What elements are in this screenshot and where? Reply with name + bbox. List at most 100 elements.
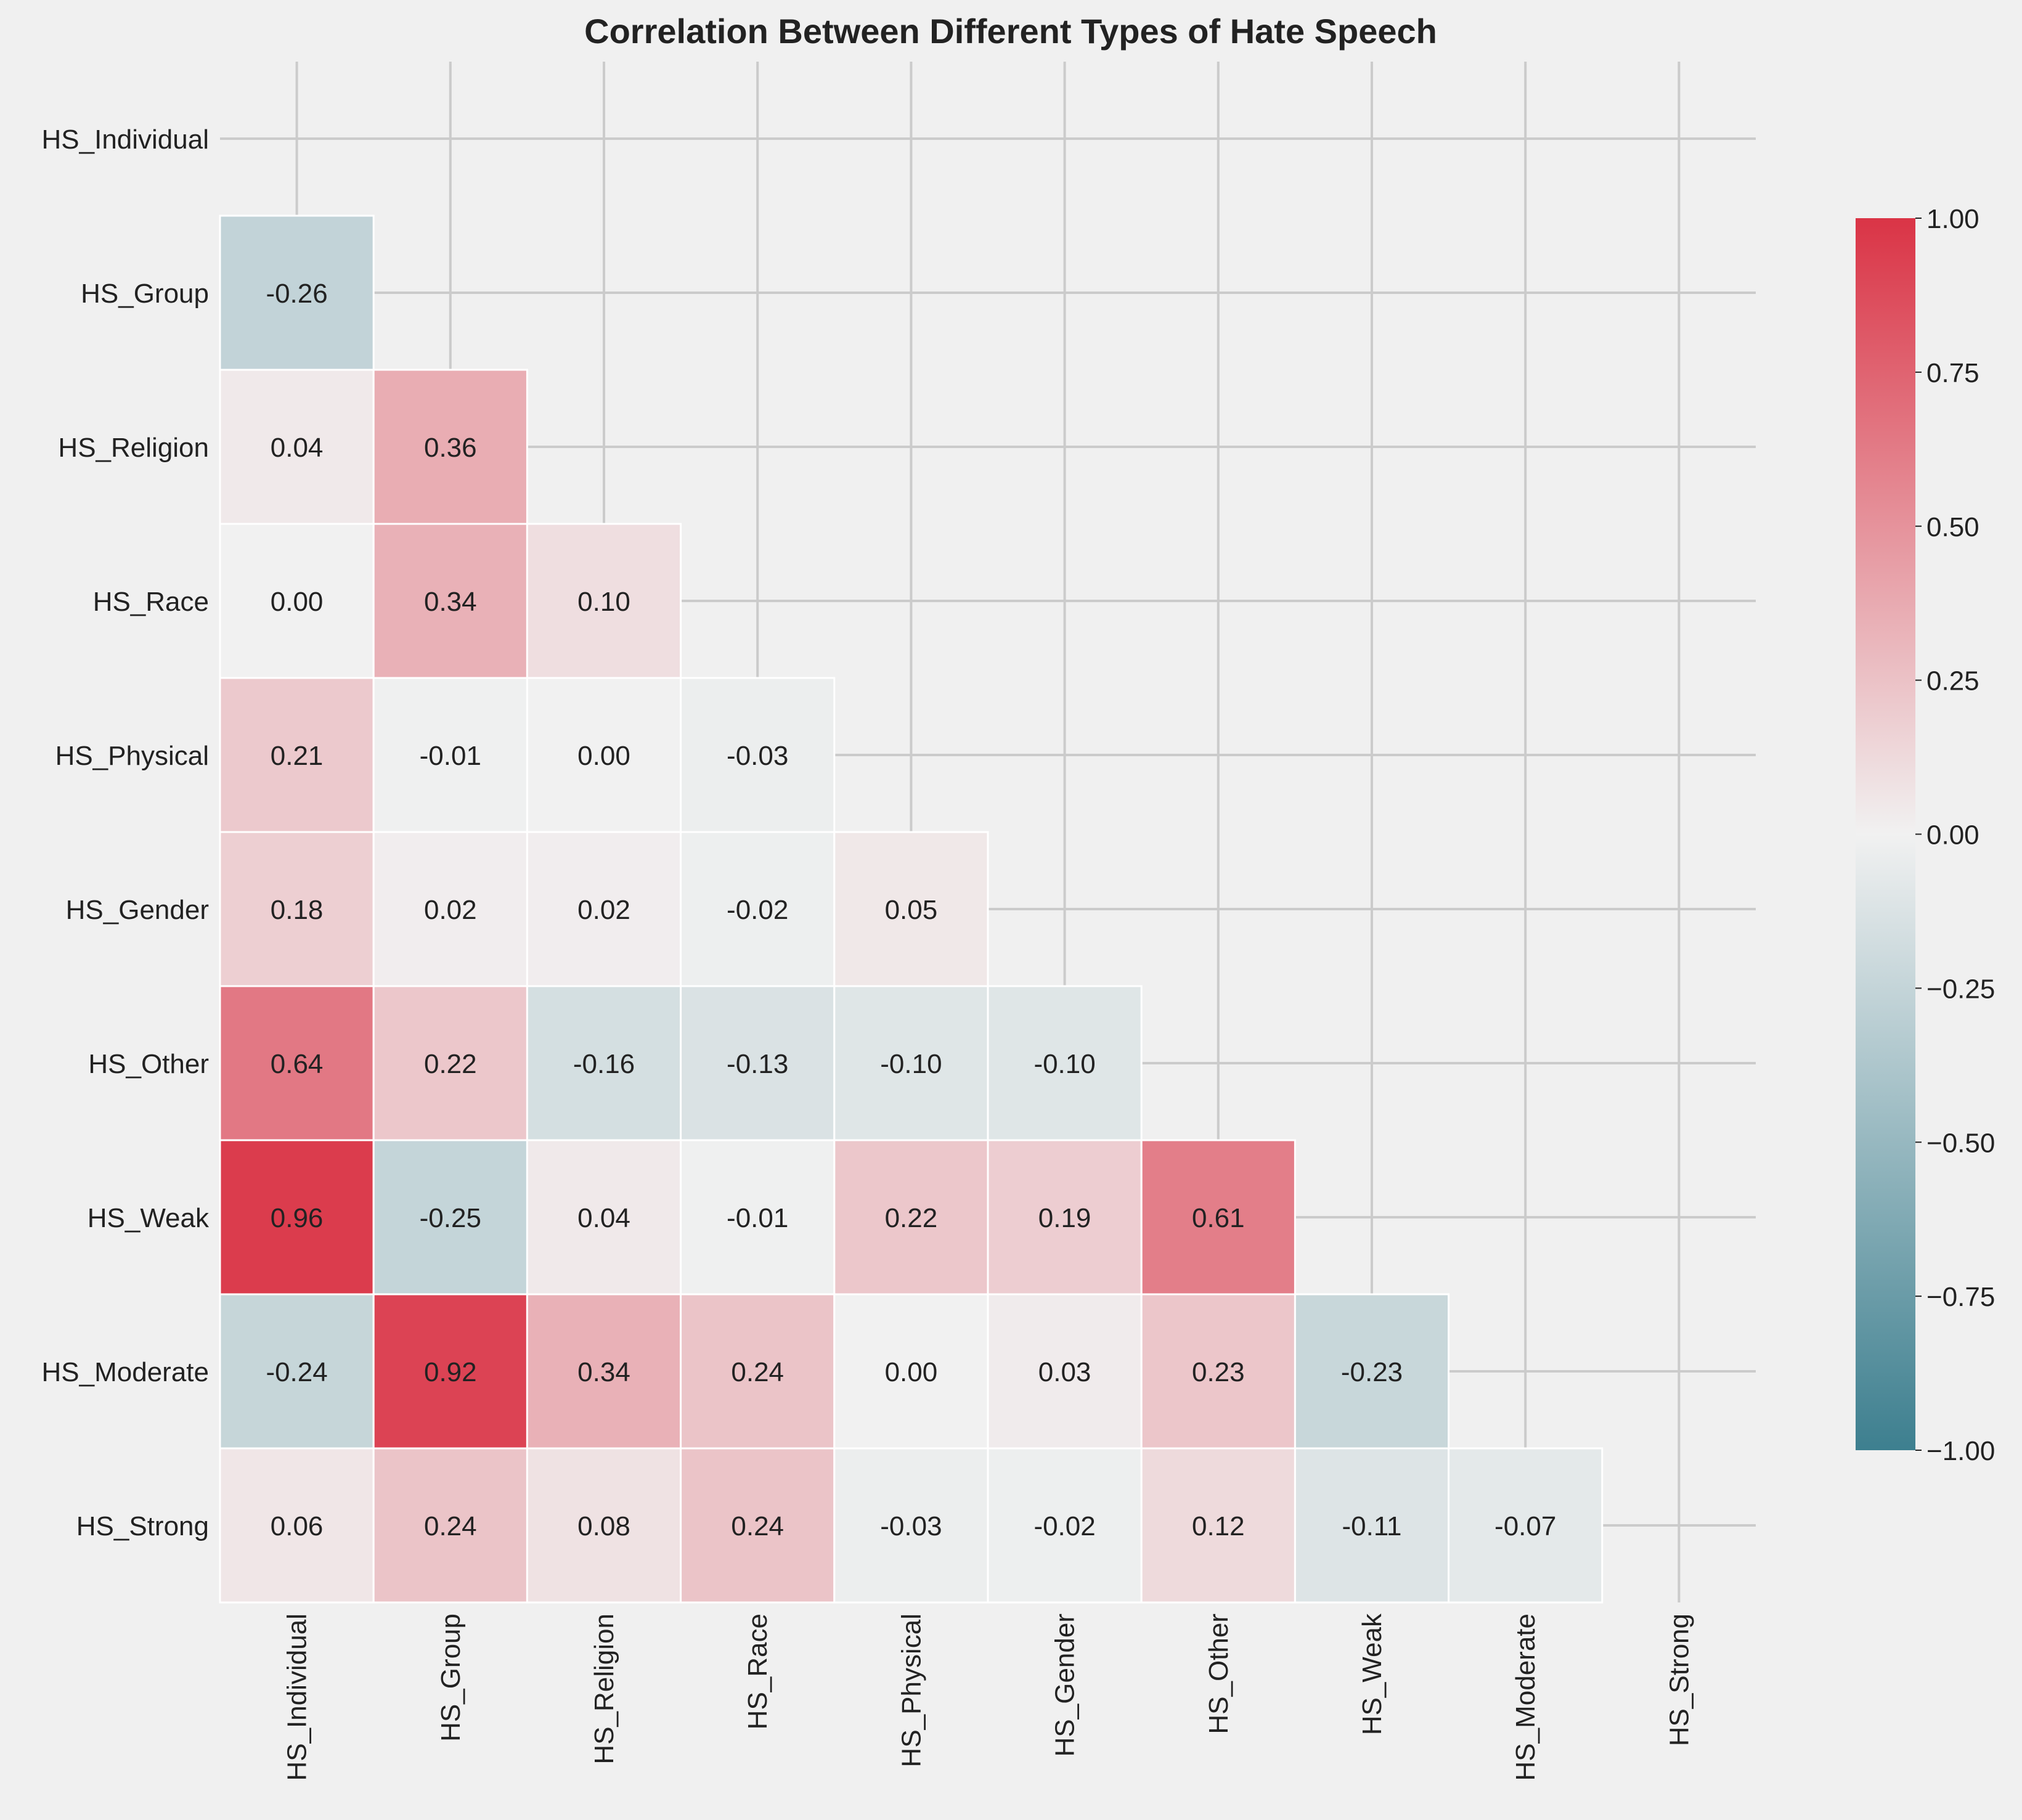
- y-tick-label-hs-gender: HS_Gender: [66, 895, 209, 925]
- colorbar-tick-label: 0.00: [1926, 820, 1979, 851]
- x-tick-labels: HS_Individual HS_Group HS_Religion HS_Race H…: [282, 1613, 1695, 1781]
- heatmap-cell: [526, 1447, 682, 1604]
- colorbar-tick-label: 0.25: [1926, 666, 1979, 696]
- cell-annotation: -0.01: [727, 1203, 788, 1233]
- cell-annotation: 0.05: [885, 895, 938, 925]
- cell-annotation: 0.24: [731, 1511, 784, 1541]
- cell-annotation: -0.03: [880, 1511, 942, 1541]
- heatmap-cell: [987, 1293, 1143, 1450]
- heatmap-cell: [526, 1293, 682, 1450]
- heatmap-cell: [219, 985, 375, 1141]
- cell-annotation: -0.01: [420, 741, 481, 771]
- x-tick-label-hs-religion: HS_Religion: [589, 1614, 619, 1765]
- x-tick-label-hs-gender: HS_Gender: [1050, 1614, 1080, 1757]
- cell-annotation: -0.07: [1494, 1511, 1556, 1541]
- cell-annotation: 0.04: [577, 1203, 630, 1233]
- heatmap-cell: [219, 523, 375, 679]
- cell-annotation: -0.03: [727, 741, 788, 771]
- cell-annotation: 0.36: [424, 433, 477, 463]
- y-tick-label-hs-weak: HS_Weak: [88, 1203, 210, 1233]
- x-tick-label-hs-strong: HS_Strong: [1664, 1614, 1694, 1746]
- cell-annotation: 0.24: [424, 1511, 477, 1541]
- heatmap-cell: [372, 523, 528, 679]
- heatmap-cells: -0.26 0.04 0.36 0.00 0.34 0.10 0.21 -0.01 0.00 -0…: [219, 214, 1604, 1604]
- x-tick-label-hs-weak: HS_Weak: [1357, 1613, 1387, 1735]
- colorbar-tick-label: 0.50: [1926, 512, 1979, 542]
- x-tick-label-hs-group: HS_Group: [436, 1614, 466, 1742]
- heatmap-cell: [219, 831, 375, 987]
- chart-title: Correlation Between Different Types of H…: [584, 12, 1437, 51]
- heatmap-cell: [526, 677, 682, 833]
- cell-annotation: -0.23: [1341, 1357, 1403, 1387]
- y-tick-labels: HS_Individual HS_Group HS_Religion HS_Race H…: [42, 124, 210, 1541]
- colorbar-tick-label: −0.75: [1926, 1282, 1995, 1312]
- x-tick-label-hs-physical: HS_Physical: [896, 1614, 926, 1767]
- x-tick-label-hs-other: HS_Other: [1204, 1614, 1234, 1734]
- cell-annotation: 0.22: [424, 1049, 477, 1079]
- cell-annotation: -0.02: [727, 895, 788, 925]
- cell-annotation: -0.25: [420, 1203, 481, 1233]
- cell-annotation: 0.03: [1038, 1357, 1091, 1387]
- heatmap-cell: [526, 985, 682, 1141]
- colorbar-tick-label: −0.25: [1926, 974, 1995, 1004]
- heatmap-cell: [833, 1447, 989, 1604]
- cell-annotation: -0.10: [880, 1049, 942, 1079]
- heatmap-cell: [372, 677, 528, 833]
- y-tick-label-hs-individual: HS_Individual: [42, 124, 210, 155]
- heatmap-cell: [372, 1293, 528, 1450]
- x-tick-label-hs-moderate: HS_Moderate: [1510, 1614, 1541, 1781]
- heatmap-cell: [219, 214, 375, 371]
- cell-annotation: 0.24: [731, 1357, 784, 1387]
- cell-annotation: 0.22: [885, 1203, 938, 1233]
- heatmap-cell: [987, 1447, 1143, 1604]
- cell-annotation: 0.61: [1192, 1203, 1245, 1233]
- heatmap-cell: [1448, 1447, 1604, 1604]
- heatmap-cell: [219, 1293, 375, 1450]
- heatmap-cell: [680, 677, 836, 833]
- y-tick-label-hs-group: HS_Group: [81, 279, 209, 309]
- heatmap-cell: [680, 985, 836, 1141]
- heatmap-cell: [680, 1293, 836, 1450]
- y-tick-label-hs-physical: HS_Physical: [55, 741, 209, 771]
- heatmap-cell: [1140, 1447, 1296, 1604]
- cell-annotation: 0.34: [424, 587, 477, 617]
- x-tick-label-hs-individual: HS_Individual: [282, 1614, 312, 1781]
- heatmap-cell: [680, 1447, 836, 1604]
- cell-annotation: 0.18: [271, 895, 324, 925]
- cell-annotation: -0.11: [1342, 1511, 1401, 1541]
- y-tick-label-hs-strong: HS_Strong: [76, 1511, 209, 1541]
- heatmap-cell: [833, 1293, 989, 1450]
- heatmap-cell: [1140, 1139, 1296, 1296]
- y-tick-label-hs-moderate: HS_Moderate: [42, 1357, 209, 1387]
- cell-annotation: 0.00: [271, 587, 324, 617]
- cell-annotation: 0.21: [271, 741, 324, 771]
- cell-annotation: 0.96: [271, 1203, 324, 1233]
- cell-annotation: -0.10: [1033, 1049, 1095, 1079]
- cell-annotation: 0.08: [577, 1511, 630, 1541]
- cell-annotation: 0.10: [577, 587, 630, 617]
- colorbar-tick-label: 0.75: [1926, 358, 1979, 388]
- colorbar-gradient: [1856, 218, 1915, 1450]
- colorbar-tick-label: 1.00: [1926, 204, 1979, 234]
- cell-annotation: 0.92: [424, 1357, 477, 1387]
- cell-annotation: 0.02: [577, 895, 630, 925]
- heatmap-cell: [526, 1139, 682, 1296]
- cell-annotation: -0.24: [266, 1357, 327, 1387]
- cell-annotation: 0.02: [424, 895, 477, 925]
- cell-annotation: 0.34: [577, 1357, 630, 1387]
- cell-annotation: 0.04: [271, 433, 324, 463]
- cell-annotation: 0.23: [1192, 1357, 1245, 1387]
- heatmap-cell: [1294, 1447, 1450, 1604]
- heatmap-cell: [219, 369, 375, 525]
- heatmap-cell: [372, 831, 528, 987]
- cell-annotation: 0.12: [1192, 1511, 1245, 1541]
- heatmap-cell: [833, 985, 989, 1141]
- colorbar-tick-label: −0.50: [1926, 1128, 1995, 1158]
- cell-annotation: -0.02: [1033, 1511, 1095, 1541]
- x-tick-label-hs-race: HS_Race: [743, 1614, 773, 1729]
- y-tick-label-hs-race: HS_Race: [93, 587, 209, 617]
- cell-annotation: -0.13: [727, 1049, 788, 1079]
- heatmap-cell: [372, 1447, 528, 1604]
